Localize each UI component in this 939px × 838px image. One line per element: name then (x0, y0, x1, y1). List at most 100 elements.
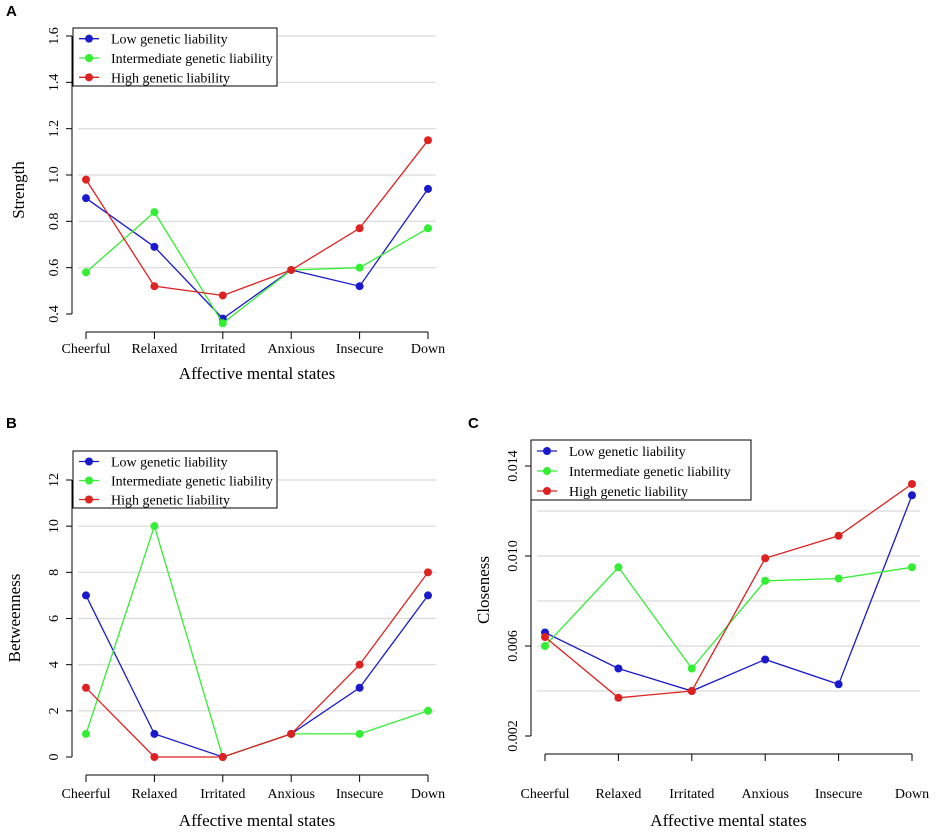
legend-marker-intermediate (543, 467, 551, 475)
data-point-low-insecure (355, 683, 364, 692)
data-point-high-irritated (687, 687, 696, 695)
data-point-high-down (908, 480, 916, 488)
legend-marker-low (85, 457, 93, 466)
chart-panel-c: C 0.002 0.006 0.010 0.014 Cheerful Relaxed Irri… (468, 415, 929, 830)
y-tick-label: 12 (47, 473, 62, 487)
series-line-high (544, 483, 913, 699)
data-point-low-cheerful (82, 591, 90, 600)
x-tick-label-irritated: Irritated (669, 787, 714, 802)
data-point-intermediate-down (908, 563, 916, 572)
data-point-high-irritated (218, 753, 227, 761)
data-point-high-anxious (287, 265, 296, 274)
data-point-intermediate-cheerful (82, 729, 90, 738)
data-point-high-relaxed (150, 753, 159, 761)
data-point-intermediate-anxious (761, 576, 770, 585)
panel-letter: C (468, 415, 479, 432)
x-axis-title: Affective mental states (179, 364, 335, 383)
legend-box (72, 27, 278, 87)
chart-panel-b: B 0 2 4 6 8 10 12 Cheerful Relaxed Irritated Anxiou… (5, 415, 445, 830)
legend-marker-high (543, 487, 551, 495)
y-axis-title: Closeness (474, 556, 493, 624)
series-line-intermediate (544, 566, 913, 670)
chart-panel-a: A 0.4 0.6 0.8 1.0 1.2 1.4 1.6 Cheerful Relaxed Irr… (6, 3, 445, 383)
legend: Low genetic liability Intermediate geneti… (530, 439, 752, 501)
legend: Low genetic liability Intermediate geneti… (72, 450, 278, 509)
x-tick-label-relaxed: Relaxed (131, 342, 177, 357)
data-point-high-cheerful (82, 683, 90, 692)
x-tick-label-relaxed: Relaxed (131, 787, 177, 802)
x-tick-label-irritated: Irritated (200, 342, 245, 357)
y-tick-label: 0 (47, 754, 62, 761)
data-point-low-anxious (761, 655, 770, 664)
y-axis-title: Strength (9, 161, 28, 219)
y-tick-label: 0.010 (506, 540, 521, 572)
legend-marker-high (85, 495, 93, 504)
data-point-intermediate-insecure (355, 263, 364, 272)
data-point-low-cheerful (82, 194, 90, 203)
legend-marker-high (85, 73, 93, 82)
legend-marker-low (85, 34, 93, 43)
data-point-low-relaxed (614, 664, 623, 673)
y-tick-label: 0.002 (506, 720, 521, 752)
y-tick-label: 0.6 (47, 259, 62, 277)
y-tick-label: 1.4 (47, 74, 62, 92)
data-point-intermediate-irritated (218, 319, 227, 328)
x-tick-label-cheerful: Cheerful (62, 787, 111, 802)
series-line-low (85, 188, 429, 320)
data-point-intermediate-relaxed (614, 563, 623, 572)
x-tick-label-anxious: Anxious (267, 342, 314, 357)
data-point-high-irritated (218, 291, 227, 300)
x-tick-label-down: Down (411, 787, 445, 802)
x-tick-label-anxious: Anxious (267, 787, 314, 802)
y-tick-label: 0.014 (506, 450, 521, 482)
legend: Low genetic liability Intermediate geneti… (72, 27, 278, 87)
legend-label-intermediate: Intermediate genetic liability (111, 475, 273, 490)
legend-label-low: Low genetic liability (111, 33, 228, 48)
legend-label-intermediate: Intermediate genetic liability (569, 465, 731, 480)
data-point-high-insecure (355, 660, 364, 669)
y-tick-label: 1.0 (47, 166, 62, 184)
data-point-low-insecure (355, 282, 364, 291)
data-point-high-insecure (355, 224, 364, 233)
data-point-low-down (424, 591, 432, 600)
series-line-high (85, 571, 429, 758)
data-point-intermediate-relaxed (150, 522, 159, 531)
x-axis-title: Affective mental states (179, 811, 335, 830)
x-tick-label-insecure: Insecure (815, 787, 862, 802)
legend-marker-low (543, 447, 551, 455)
y-tick-label: 0.006 (506, 630, 521, 662)
legend-box (72, 450, 278, 509)
x-tick-label-insecure: Insecure (336, 342, 383, 357)
y-tick-label: 4 (47, 661, 62, 668)
legend-label-high: High genetic liability (111, 71, 230, 86)
data-point-high-relaxed (614, 693, 623, 702)
legend-label-high: High genetic liability (569, 485, 688, 500)
data-point-low-relaxed (150, 242, 159, 251)
data-point-high-relaxed (150, 282, 159, 291)
series-line-intermediate (85, 211, 429, 325)
x-tick-label-cheerful: Cheerful (521, 787, 570, 802)
legend-label-high: High genetic liability (111, 494, 230, 509)
data-point-high-cheerful (82, 175, 90, 184)
x-tick-label-anxious: Anxious (741, 787, 788, 802)
data-point-high-cheerful (541, 633, 549, 641)
y-tick-label: 2 (47, 707, 62, 714)
data-point-intermediate-cheerful (82, 268, 90, 277)
x-tick-label-cheerful: Cheerful (62, 342, 111, 357)
x-axis-title: Affective mental states (650, 811, 806, 830)
y-axis-title: Betweenness (5, 574, 24, 663)
panel-letter: A (6, 3, 17, 20)
y-tick-label: 6 (47, 615, 62, 622)
series-line-low (85, 595, 429, 758)
data-point-intermediate-irritated (687, 664, 696, 673)
x-tick-label-down: Down (895, 787, 929, 802)
x-tick-label-irritated: Irritated (200, 787, 245, 802)
y-tick-label: 1.6 (47, 27, 62, 45)
data-point-intermediate-cheerful (541, 642, 549, 650)
data-point-high-insecure (834, 531, 843, 540)
y-tick-label: 1.2 (47, 120, 62, 138)
data-point-intermediate-down (424, 224, 432, 233)
data-point-low-relaxed (150, 729, 159, 738)
data-point-intermediate-insecure (355, 729, 364, 738)
